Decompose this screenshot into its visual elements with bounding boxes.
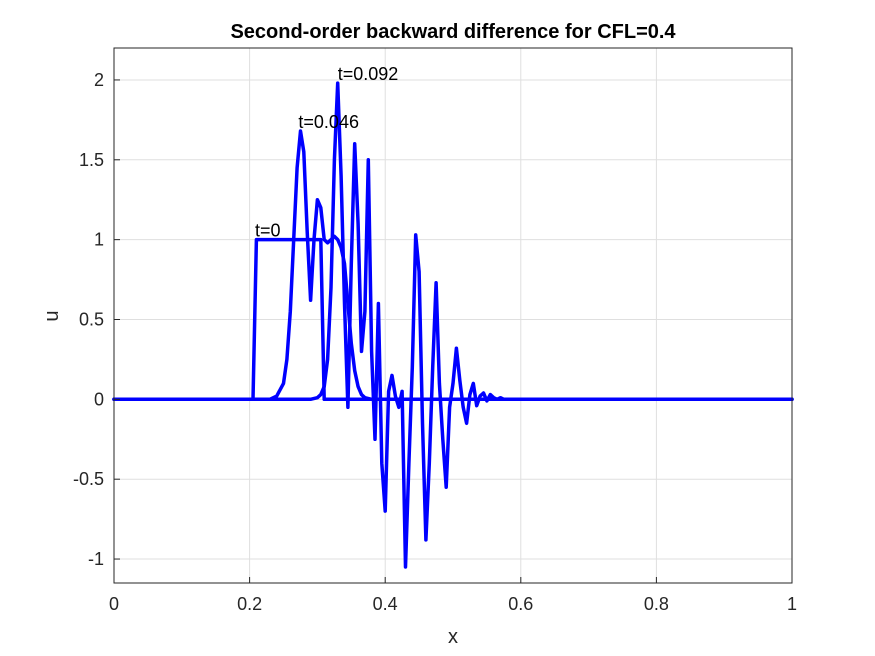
- annotation-label: t=0: [255, 220, 281, 240]
- y-axis-label: u: [41, 310, 63, 321]
- x-tick-label: 1: [787, 594, 797, 614]
- chart-title: Second-order backward difference for CFL…: [230, 21, 676, 43]
- y-tick-label: 0.5: [79, 309, 104, 329]
- x-tick-label: 0.4: [373, 594, 398, 614]
- annotations: t=0 t=0.046 t=0.092: [255, 64, 398, 241]
- x-tick-label: 0: [109, 594, 119, 614]
- series-line-1: [112, 129, 794, 402]
- annotation-label: t=0.046: [298, 112, 359, 132]
- series-layer: [112, 81, 794, 569]
- y-tick-label: 1: [94, 230, 104, 250]
- y-tick-label: 2: [94, 70, 104, 90]
- x-tick-label: 0.6: [508, 594, 533, 614]
- plot-area: [114, 48, 792, 583]
- annotation-label: t=0.092: [338, 64, 399, 84]
- axis-ticks: 0 0.2 0.4 0.6 0.8 1 -1 -0.5 0 0.5 1 1.5 2: [73, 70, 797, 614]
- series-line-2: [112, 81, 794, 569]
- y-tick-label: -0.5: [73, 469, 104, 489]
- plot-frame: [113, 47, 793, 584]
- y-tick-label: 0: [94, 389, 104, 409]
- y-tick-label: -1: [88, 549, 104, 569]
- x-axis-label: x: [448, 626, 458, 648]
- x-tick-label: 0.8: [644, 594, 669, 614]
- y-tick-label: 1.5: [79, 150, 104, 170]
- x-tick-label: 0.2: [237, 594, 262, 614]
